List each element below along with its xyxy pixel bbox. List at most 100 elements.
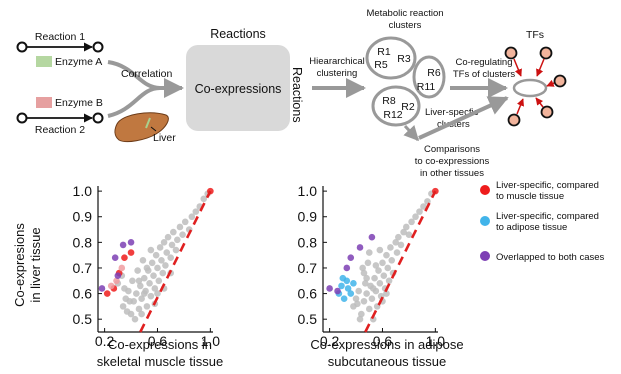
data-point-highlight	[347, 254, 355, 262]
reference-diagonal	[364, 190, 437, 333]
data-point-background	[200, 195, 208, 203]
y-axis-label-line2: in liver tissue	[28, 227, 43, 302]
data-point-background	[383, 290, 390, 297]
data-point-background	[416, 208, 423, 215]
data-point-highlight	[326, 285, 333, 292]
y-tick-label: 1.0	[73, 183, 93, 199]
data-point-highlight	[343, 264, 351, 272]
data-point-background	[164, 233, 172, 241]
cluster-reaction: R8	[382, 95, 396, 107]
liver-icon	[114, 112, 169, 143]
tf-target-cluster	[512, 78, 548, 98]
data-point-background	[385, 277, 393, 285]
data-point-background	[123, 308, 131, 315]
metabolite-node	[16, 41, 28, 53]
data-point-background	[159, 269, 167, 277]
data-point-highlight	[334, 287, 341, 295]
data-point-background	[379, 259, 386, 267]
reference-diagonal	[139, 190, 212, 333]
data-point-highlight	[113, 277, 120, 285]
cluster-reaction: R12	[383, 109, 402, 121]
cluster-reaction: R3	[397, 53, 411, 65]
data-point-highlight	[350, 280, 357, 287]
data-point-background	[162, 262, 169, 269]
data-point-background	[134, 267, 141, 274]
comparison-arrow	[418, 96, 509, 140]
comparisons-line2: to co-expressions	[415, 156, 490, 167]
data-point-background	[360, 269, 368, 277]
reaction-2: Enzyme B Reaction 2	[16, 97, 104, 136]
data-point-background	[174, 236, 181, 244]
legend-adipose-line1: Liver-specific, compared	[496, 211, 599, 222]
data-point-background	[408, 218, 415, 226]
data-point-background	[400, 228, 407, 236]
data-point-background	[352, 295, 360, 303]
reaction-1-label: Reaction 1	[35, 31, 85, 43]
data-point-background	[356, 315, 364, 323]
tf-node	[507, 113, 521, 127]
data-point-background	[376, 246, 384, 254]
clusters-title-line1: Metabolic reaction	[366, 8, 443, 19]
y-tick-label: 0.7	[298, 260, 318, 276]
data-point-highlight	[344, 285, 352, 292]
y-tick-label: 0.5	[298, 311, 318, 327]
data-point-background	[392, 239, 400, 246]
data-point-background	[387, 244, 394, 251]
data-point-background	[181, 218, 189, 226]
tf-arrow	[546, 79, 555, 87]
data-point-background	[139, 256, 147, 264]
data-point-background	[129, 277, 136, 285]
legend-muscle-line1: Liver-specific, compared	[496, 180, 599, 191]
data-point-background	[147, 246, 155, 254]
data-point-background	[163, 249, 171, 256]
data-point-highlight	[368, 233, 376, 241]
data-point-background	[158, 256, 165, 264]
data-point-background	[179, 231, 186, 238]
data-point-background	[143, 303, 151, 310]
data-point-background	[402, 223, 410, 231]
data-point-highlight	[127, 249, 135, 256]
data-point-background	[412, 213, 419, 221]
data-point-background	[363, 290, 370, 297]
data-point-background	[188, 213, 196, 221]
data-point-background	[133, 290, 140, 297]
data-point-background	[140, 290, 148, 297]
data-point-background	[143, 264, 151, 272]
data-point-background	[363, 274, 370, 282]
liver-clusters-line1: Liver-specfic	[425, 107, 479, 118]
coexpressions-label: Co-expressions	[195, 82, 282, 96]
data-point-background	[167, 254, 175, 262]
x-axis-label-muscle-line2: skeletal muscle tissue	[97, 354, 223, 369]
data-point-highlight	[356, 244, 364, 251]
data-point-background	[369, 285, 377, 292]
reaction-1: Reaction 1 Enzyme A	[16, 31, 104, 68]
data-point-highlight	[107, 282, 115, 290]
tfs-label: TFs	[526, 29, 544, 41]
tf-node	[553, 74, 567, 88]
coregulating-label-line2: TFs of clusters	[453, 69, 516, 80]
y-tick-label: 0.8	[73, 234, 93, 250]
data-point-background	[380, 272, 388, 279]
data-point-background	[150, 272, 157, 279]
data-point-highlight	[121, 254, 128, 262]
data-point-background	[383, 251, 390, 259]
tf-node	[504, 46, 518, 60]
tf-node	[540, 105, 554, 119]
data-point-background	[192, 208, 200, 215]
data-point-highlight	[347, 290, 355, 297]
data-point-background	[405, 231, 413, 238]
correlation-fork: Correlation	[107, 60, 184, 118]
data-point-background	[388, 256, 396, 264]
clusters-title-line2: clusters	[389, 20, 422, 31]
data-point-background	[420, 203, 427, 210]
scatter-plot-muscle: 1.0 0.9 0.8 0.7 0.6 0.50.2 0.6 1.0	[73, 183, 221, 349]
data-point-background	[154, 290, 161, 297]
coexpressions-box	[186, 45, 290, 131]
enzyme-b-box	[36, 97, 52, 108]
cluster-2: R6 R11	[412, 55, 446, 99]
y-tick-label: 0.9	[73, 209, 93, 225]
data-point-highlight	[114, 272, 122, 279]
data-point-background	[148, 259, 156, 267]
x-tick-label: 0.6	[148, 333, 168, 349]
data-point-background	[372, 262, 380, 269]
